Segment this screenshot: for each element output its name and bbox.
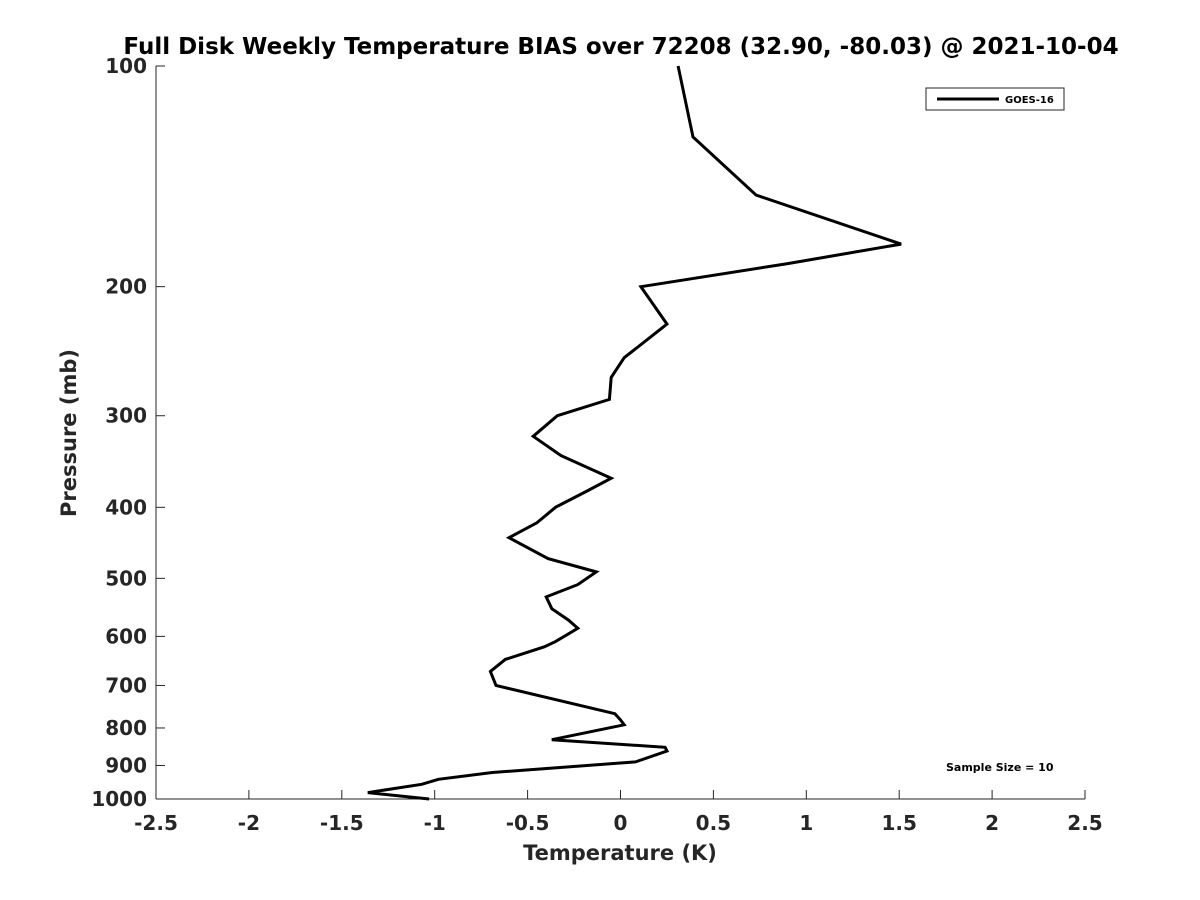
x-tick-label: 2 [985,811,999,835]
y-axis-label: Pressure (mb) [57,349,81,517]
x-tick-label: -2 [238,811,260,835]
x-tick-label: 0.5 [696,811,731,835]
y-tick-label: 800 [105,716,147,740]
legend-label-goes-16: GOES-16 [1005,95,1054,106]
y-ticks: 100 200 300 400 500 600 700 800 900 1000 [91,54,165,811]
legend: GOES-16 [925,87,1065,111]
x-tick-label: 2.5 [1067,811,1102,835]
y-tick-label: 1000 [91,787,147,811]
x-tick-label: -1.5 [320,811,364,835]
x-tick-label: -1 [424,811,446,835]
sample-size-annotation: Sample Size = 10 [946,761,1054,774]
y-tick-label: 400 [105,495,147,519]
x-ticks: -2.5 -2 -1.5 -1 -0.5 0 0.5 1 1.5 2 2.5 [134,790,1103,835]
y-tick-label: 100 [105,54,147,78]
chart-title: Full Disk Weekly Temperature BIAS over 7… [123,34,1118,60]
series-layer [367,65,902,801]
x-tick-label: 1.5 [881,811,916,835]
y-tick-label: 300 [105,404,147,428]
x-tick-label: 0 [614,811,628,835]
x-tick-label: -0.5 [506,811,550,835]
series-line-goes-16 [367,65,902,801]
x-tick-label: 1 [799,811,813,835]
y-tick-label: 600 [105,624,147,648]
y-tick-label: 700 [105,673,147,697]
y-tick-label: 200 [105,275,147,299]
y-tick-label: 500 [105,566,147,590]
x-axis-label: Temperature (K) [523,841,717,865]
y-tick-label: 900 [105,753,147,777]
x-tick-label: -2.5 [134,811,178,835]
